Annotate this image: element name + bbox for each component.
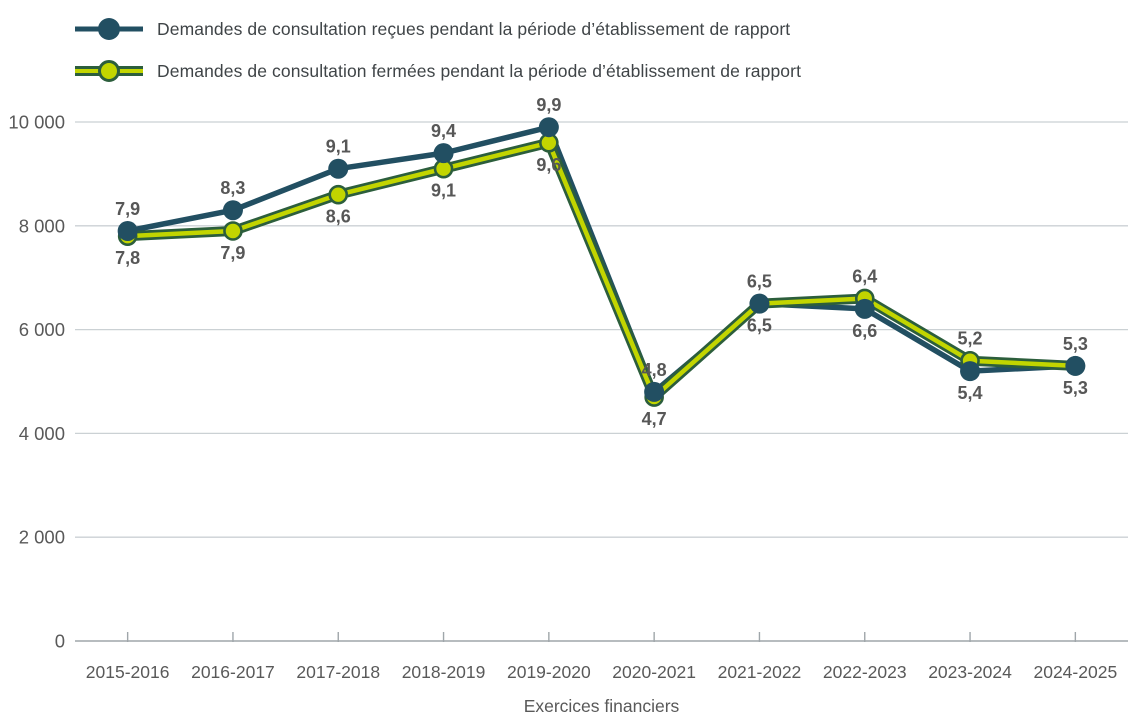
legend-item-fermees: Demandes de consultation fermées pendant… [75, 50, 801, 92]
x-tick-label: 2024-2025 [1033, 662, 1117, 682]
x-axis-title: Exercices financiers [524, 696, 680, 716]
y-tick-label: 8 000 [19, 215, 65, 236]
line-fermees [125, 140, 1078, 400]
y-tick-label: 6 000 [19, 319, 65, 340]
legend-label-recues: Demandes de consultation reçues pendant … [157, 18, 791, 39]
data-label-fermees: 6,6 [852, 321, 877, 341]
legend-item-recues: Demandes de consultation reçues pendant … [75, 8, 801, 50]
x-tick-label: 2022-2023 [823, 662, 907, 682]
data-label-recues: 5,2 [958, 329, 983, 349]
data-point-recues [644, 381, 665, 402]
y-tick-label: 0 [55, 631, 65, 652]
y-tick-label: 2 000 [19, 527, 65, 548]
y-tick-label: 10 000 [8, 112, 65, 133]
data-point-fermees [223, 221, 243, 241]
data-point-recues [854, 298, 875, 319]
data-label-fermees: 7,9 [220, 243, 245, 263]
data-point-recues [328, 158, 349, 179]
x-tick-label: 2019-2020 [507, 662, 591, 682]
data-point-recues [538, 117, 559, 138]
data-label-fermees: 6,5 [747, 316, 772, 336]
data-label-recues: 6,4 [852, 266, 877, 286]
data-label-fermees: 5,3 [1063, 378, 1088, 398]
data-point-recues [222, 200, 243, 221]
data-point-fermees [328, 184, 349, 205]
x-tick-label: 2017-2018 [296, 662, 380, 682]
data-label-fermees: 7,8 [115, 248, 140, 268]
x-tick-label: 2018-2019 [402, 662, 486, 682]
data-label-fermees: 8,6 [326, 207, 351, 227]
data-label-recues: 4,8 [642, 360, 667, 380]
data-point-recues [117, 220, 138, 241]
x-tick-label: 2016-2017 [191, 662, 275, 682]
data-point-recues [749, 293, 770, 314]
data-label-recues: 6,5 [747, 272, 772, 292]
x-tick-label: 2023-2024 [928, 662, 1012, 682]
data-point-recues [433, 143, 454, 164]
data-labels: 7,9 7,8 8,3 7,9 9,1 8,6 9,4 9,1 9,9 9,6 4,8 4,7 6,5 6… [115, 95, 1088, 429]
data-label-recues: 9,9 [536, 95, 561, 115]
data-label-recues: 9,4 [431, 121, 456, 141]
x-axis: 2015-2016 2016-2017 2017-2018 2018-2019 2019… [86, 632, 1117, 682]
gridlines: 0 2 000 4 000 6 000 8 000 10 000 [8, 112, 1128, 652]
data-label-recues: 5,3 [1063, 334, 1088, 354]
series-lines [117, 117, 1086, 407]
legend-label-fermees: Demandes de consultation fermées pendant… [157, 60, 802, 81]
data-point-recues [1065, 355, 1086, 376]
legend-marker-recues-icon [75, 17, 143, 41]
data-label-fermees: 4,7 [642, 409, 667, 429]
data-label-fermees: 5,4 [958, 383, 983, 403]
data-point-recues [960, 361, 981, 382]
y-tick-label: 4 000 [19, 423, 65, 444]
data-label-recues: 9,1 [326, 137, 351, 157]
data-label-recues: 8,3 [220, 178, 245, 198]
x-tick-label: 2020-2021 [612, 662, 696, 682]
x-tick-label: 2021-2022 [718, 662, 802, 682]
x-tick-label: 2015-2016 [86, 662, 170, 682]
data-label-fermees: 9,1 [431, 181, 456, 201]
data-label-recues: 7,9 [115, 199, 140, 219]
data-label-fermees: 9,6 [536, 155, 561, 175]
chart-legend: Demandes de consultation reçues pendant … [75, 8, 801, 92]
legend-marker-fermees-icon [75, 59, 143, 83]
